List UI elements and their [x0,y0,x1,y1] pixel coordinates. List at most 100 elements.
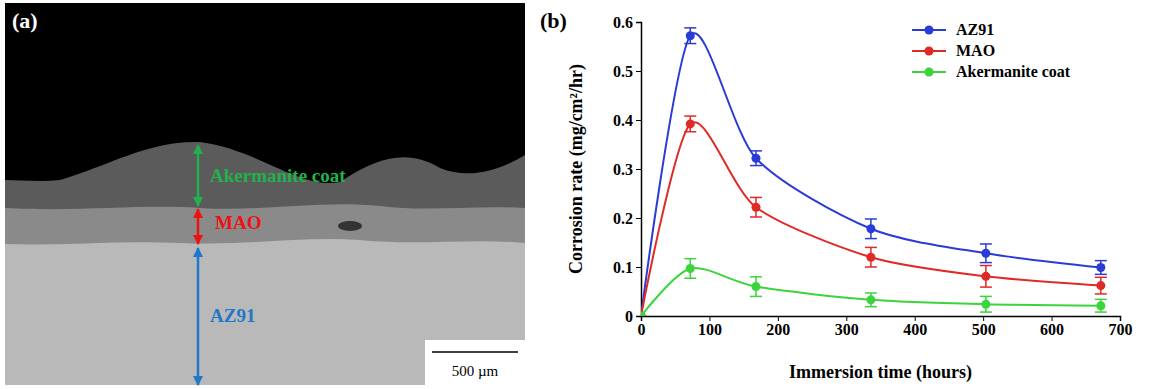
legend-label: MAO [956,42,995,59]
y-tick-label: 0.2 [613,210,633,227]
series-line [641,122,1101,316]
series-line [641,33,1101,316]
error-bar [1095,277,1107,294]
data-point [641,312,646,317]
legend-label: AZ91 [956,21,994,38]
error-bar-cap [684,27,696,29]
x-tick: 200 [766,316,790,338]
legend: AZ91 MAO Akermanite coat [912,21,1071,80]
y-axis: 0 0.1 0.2 0.3 0.4 0.5 0.6 [613,14,642,325]
y-tick: 0.6 [613,14,641,31]
plot-area [641,28,1107,316]
pore [338,221,362,231]
chart-title: (b) [540,8,567,33]
x-tick-label: 300 [835,321,859,338]
error-bar [980,296,992,312]
y-tick-label: 0.5 [613,63,633,80]
y-tick: 0.4 [613,112,641,129]
x-axis-title: Immersion time (hours) [789,362,972,383]
figure: Akermanite coatMAOAZ91500 µm(a)(b)010020… [0,0,1152,389]
layer-label: AZ91 [210,305,255,326]
legend-marker [925,47,934,56]
error-bar-cap [1095,274,1107,276]
x-tick-mark [983,316,984,321]
error-bar-cap [980,311,992,313]
data-point [686,31,695,40]
error-bar [865,219,877,239]
error-bar-cap [980,296,992,298]
error-bar-cap [865,292,877,294]
x-tick-mark [709,316,710,321]
scale-bar [432,351,518,353]
y-tick: 0.5 [613,63,641,80]
error-bar [1095,261,1107,275]
substrate [5,3,525,385]
data-point [686,119,695,128]
error-bar-cap [684,115,696,117]
layer-arrow [197,209,200,244]
coat-layer [5,3,525,209]
error-bar-cap [865,238,877,240]
error-bar [980,244,992,263]
error-bar-cap [1095,293,1107,295]
y-tick: 0.3 [613,161,641,178]
y-tick-mark [636,120,641,121]
error-bar-cap [684,258,696,260]
error-bar-cap [980,243,992,245]
y-axis-title: Corrosion rate (mg/cm²/hr) [566,64,587,274]
y-tick-mark [636,169,641,170]
x-tick: 500 [972,316,996,338]
error-bar-cap [865,266,877,268]
data-point [981,272,990,281]
data-point [1096,281,1105,290]
y-tick-label: 0.1 [613,259,633,276]
y-tick-mark [636,316,641,317]
y-tick: 0.1 [613,259,641,276]
error-bar [750,151,762,166]
error-bar-cap [865,218,877,220]
y-tick-mark [636,71,641,72]
data-point [1096,263,1105,272]
x-tick-label: 200 [766,321,790,338]
error-bar [684,28,696,44]
layer-arrow [197,248,200,385]
data-point [981,300,990,309]
error-bar [684,259,696,279]
panel-label: (a) [12,8,38,33]
error-bar [750,197,762,217]
layer-label: MAO [215,212,261,233]
error-bar-cap [980,262,992,264]
y-tick-label: 0.3 [613,161,633,178]
error-bar-cap [750,197,762,199]
y-tick-label: 0.6 [613,14,633,31]
data-point [1096,301,1105,310]
error-bar-cap [750,216,762,218]
x-tick: 700 [1109,316,1133,338]
data-point [751,154,760,163]
data-point [751,203,760,212]
error-bar-cap [684,278,696,280]
x-tick-mark [778,316,779,321]
error-bar-cap [684,43,696,45]
x-tick: 0 [638,316,646,338]
data-point [866,253,875,262]
data-point [866,295,875,304]
series [641,116,1107,316]
error-bar [750,277,762,297]
background [5,3,525,183]
x-tick-label: 400 [903,321,927,338]
data-point [751,282,760,291]
legend-marker [925,68,934,77]
x-tick: 100 [698,316,722,338]
x-tick-label: 600 [1040,321,1064,338]
error-bar-cap [1095,260,1107,262]
x-tick-label: 700 [1109,321,1133,338]
legend-marker [925,26,934,35]
x-tick-label: 0 [638,321,646,338]
error-bar-cap [980,265,992,267]
error-bar-cap [684,131,696,133]
legend-label: Akermanite coat [956,63,1071,80]
error-bar [865,247,877,267]
error-bar [980,266,992,288]
y-tick: 0 [625,308,641,325]
